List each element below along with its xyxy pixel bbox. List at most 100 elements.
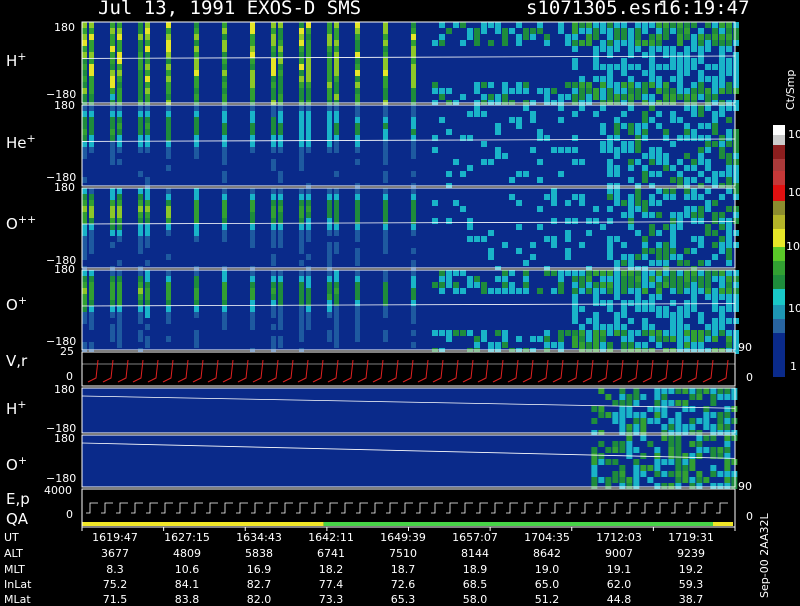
heatmap-cell xyxy=(726,117,732,123)
heatmap-cell xyxy=(579,200,585,206)
heatmap-cell xyxy=(733,88,739,94)
heatmap-cell xyxy=(278,318,283,324)
heatmap-cell xyxy=(649,64,655,70)
heatmap-cell xyxy=(250,242,255,248)
heatmap-cell xyxy=(355,230,360,236)
trace-line xyxy=(81,55,736,59)
heatmap-cell xyxy=(572,194,578,200)
heatmap-cell xyxy=(278,242,283,248)
heatmap-cell xyxy=(355,123,360,129)
heatmap-cell xyxy=(82,46,87,52)
heatmap-cell xyxy=(383,224,388,230)
heatmap-cell xyxy=(579,288,585,294)
heatmap-cell xyxy=(82,266,87,272)
heatmap-cell xyxy=(572,82,578,88)
heatmap-cell xyxy=(663,159,669,165)
heatmap-cell xyxy=(271,147,276,153)
heatmap-cell xyxy=(712,123,718,129)
heatmap-cell xyxy=(166,129,171,135)
heatmap-cell xyxy=(306,254,311,260)
heatmap-cell xyxy=(628,282,634,288)
heatmap-cell xyxy=(327,129,332,135)
heatmap-cell xyxy=(411,70,416,76)
heatmap-cell xyxy=(306,135,311,141)
heatmap-cell xyxy=(719,147,725,153)
heatmap-cell xyxy=(689,465,696,471)
heatmap-cell xyxy=(600,348,606,354)
heatmap-cell xyxy=(355,129,360,135)
heatmap-cell xyxy=(719,294,725,300)
heatmap-cell xyxy=(663,276,669,282)
heatmap-cell xyxy=(705,294,711,300)
heatmap-cell xyxy=(619,477,626,483)
heatmap-cell xyxy=(628,141,634,147)
velocity-trace xyxy=(432,359,444,383)
heatmap-cell xyxy=(334,141,339,147)
heatmap-cell xyxy=(117,22,122,28)
heatmap-cell xyxy=(383,105,388,111)
energy-trace xyxy=(86,502,98,514)
heatmap-cell xyxy=(117,230,122,236)
heatmap-cell xyxy=(551,270,557,276)
heatmap-cell xyxy=(495,342,501,348)
heatmap-cell xyxy=(649,306,655,312)
heatmap-cell xyxy=(621,70,627,76)
heatmap-cell xyxy=(117,206,122,212)
heatmap-cell xyxy=(635,276,641,282)
heatmap-cell xyxy=(145,206,150,212)
panel-label-h-plus-lower: H+ xyxy=(6,398,27,418)
colorbar-unit: Ct/Smp xyxy=(784,69,797,110)
energy-trace xyxy=(266,502,278,514)
heatmap-cell xyxy=(663,28,669,34)
heatmap-cell xyxy=(145,177,150,183)
heatmap-cell xyxy=(166,105,171,111)
heatmap-cell xyxy=(117,141,122,147)
heatmap-cell xyxy=(110,230,115,236)
heatmap-cell xyxy=(411,64,416,70)
heatmap-cell xyxy=(558,276,564,282)
heatmap-cell xyxy=(271,300,276,306)
heatmap-cell xyxy=(649,276,655,282)
heatmap-cell xyxy=(432,147,438,153)
heatmap-cell xyxy=(110,135,115,141)
heatmap-cell xyxy=(677,177,683,183)
heatmap-cell xyxy=(691,34,697,40)
heatmap-cell xyxy=(82,194,87,200)
heatmap-cell xyxy=(383,70,388,76)
heatmap-cell xyxy=(250,52,255,58)
heatmap-cell xyxy=(691,218,697,224)
heatmap-cell xyxy=(593,318,599,324)
heatmap-cell xyxy=(628,266,634,272)
heatmap-cell xyxy=(586,342,592,348)
heatmap-cell xyxy=(138,171,143,177)
heatmap-cell xyxy=(607,22,613,28)
heatmap-cell xyxy=(110,46,115,52)
heatmap-cell xyxy=(117,330,122,336)
heatmap-cell xyxy=(705,105,711,111)
colorbar-tick: 100 xyxy=(786,240,800,253)
heatmap-cell xyxy=(691,288,697,294)
heatmap-cell xyxy=(117,270,122,276)
heatmap-cell xyxy=(383,206,388,212)
heatmap-cell xyxy=(649,200,655,206)
heatmap-cell xyxy=(474,88,480,94)
trace-line xyxy=(81,303,736,307)
heatmap-cell xyxy=(278,230,283,236)
heatmap-cell xyxy=(117,300,122,306)
velocity-trace xyxy=(297,359,309,383)
heatmap-cell xyxy=(712,300,718,306)
heatmap-cell xyxy=(628,218,634,224)
heatmap-cell xyxy=(138,230,143,236)
heatmap-cell xyxy=(719,58,725,64)
heatmap-cell xyxy=(712,230,718,236)
heatmap-cell xyxy=(628,300,634,306)
heatmap-cell xyxy=(82,306,87,312)
heatmap-cell xyxy=(271,40,276,46)
heatmap-cell xyxy=(110,147,115,153)
heatmap-cell xyxy=(663,34,669,40)
heatmap-cell xyxy=(516,40,522,46)
heatmap-cell xyxy=(383,111,388,117)
heatmap-cell xyxy=(89,276,94,282)
heatmap-cell xyxy=(502,153,508,159)
heatmap-cell xyxy=(355,40,360,46)
